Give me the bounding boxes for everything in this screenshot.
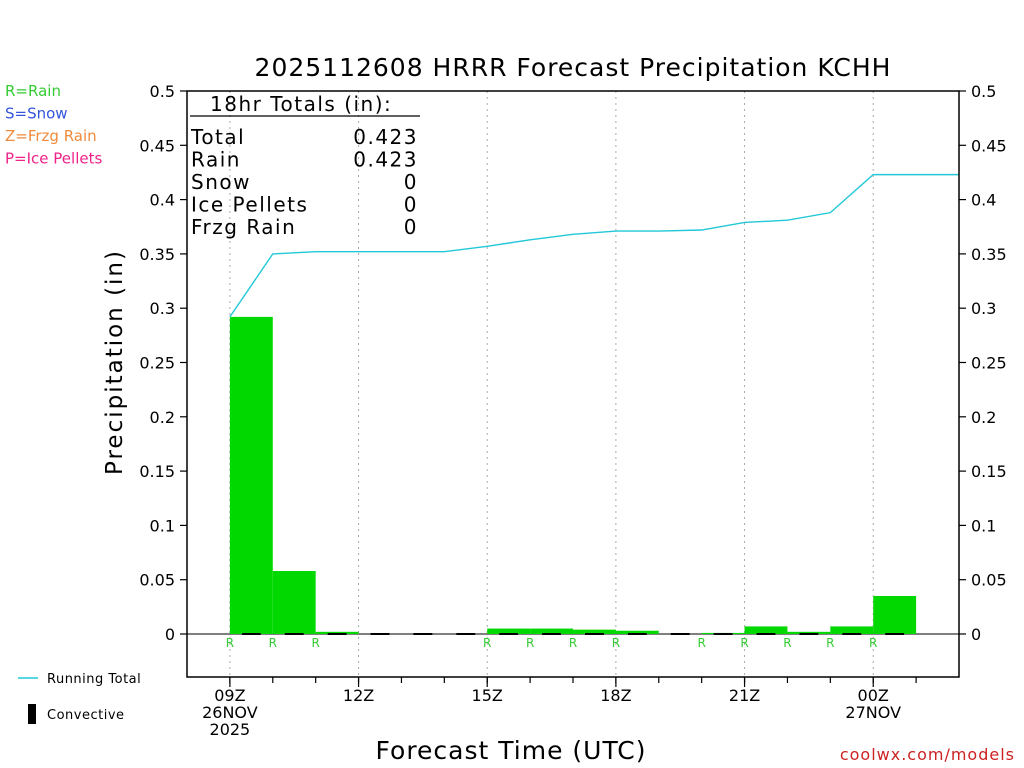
precip-bar [229, 316, 273, 634]
precip-type-label: R [740, 636, 748, 650]
type-legend-entry: Z=Frzg Rain [5, 127, 97, 145]
convective-bar [499, 633, 519, 635]
y-tick-label-right: 0.5 [971, 82, 996, 101]
convective-bar [799, 633, 819, 635]
precip-bar [487, 628, 531, 634]
x-tick-label: 21Z [729, 686, 760, 705]
convective-bar [327, 633, 347, 635]
convective-bar [713, 633, 733, 635]
x-tick-label: 2025 [210, 720, 251, 739]
x-tick-label: 12Z [343, 686, 374, 705]
precip-type-label: R [483, 636, 491, 650]
type-legend-entry: P=Ice Pellets [5, 150, 102, 168]
precip-bar [873, 595, 917, 634]
y-axis-label: Precipitation (in) [102, 249, 128, 475]
y-tick-label-right: 0.35 [971, 245, 1007, 264]
y-tick-label-right: 0.05 [971, 571, 1007, 590]
x-axis-label: Forecast Time (UTC) [376, 736, 647, 765]
totals-row-label: Frzg Rain [191, 215, 296, 239]
precip-type-label: R [569, 636, 577, 650]
convective-bar [842, 633, 862, 635]
precip-type-label: R [311, 636, 319, 650]
x-tick-label: 00Z [858, 686, 889, 705]
y-tick-label-left: 0 [165, 625, 175, 644]
precip-type-label: R [526, 636, 534, 650]
credit-text: coolwx.com/models [840, 745, 1015, 764]
precip-type-label: R [612, 636, 620, 650]
y-tick-label-left: 0.25 [139, 354, 175, 373]
y-tick-label-left: 0.1 [150, 516, 175, 535]
totals-row-value: 0 [404, 170, 418, 194]
running-total-line [229, 173, 959, 318]
y-tick-label-right: 0.1 [971, 516, 996, 535]
precip-bar [744, 626, 788, 634]
y-tick-label-right: 0.4 [971, 191, 996, 210]
line-legend-entry: Convective [47, 708, 125, 723]
legend-bar-swatch [28, 704, 36, 724]
totals-row-value: 0 [404, 215, 418, 239]
y-tick-label-right: 0.15 [971, 462, 1007, 481]
y-tick-label-right: 0.45 [971, 136, 1007, 155]
x-tick-label: 18Z [600, 686, 631, 705]
x-tick-label: 26NOV [202, 703, 258, 722]
precip-type-label: R [269, 636, 277, 650]
totals-row-label: Ice Pellets [191, 193, 308, 217]
totals-header: 18hr Totals (in): [210, 92, 392, 116]
type-legend-entry: R=Rain [5, 82, 61, 100]
convective-bar [756, 633, 776, 635]
convective-bar [284, 633, 304, 635]
convective-bar [241, 633, 261, 635]
convective-bar [456, 633, 476, 635]
precip-bar [272, 571, 316, 634]
precip-type-label: R [869, 636, 877, 650]
totals-row-label: Rain [191, 148, 241, 172]
y-tick-label-left: 0.4 [150, 191, 175, 210]
y-tick-label-left: 0.05 [139, 571, 175, 590]
totals-row-value: 0.423 [353, 125, 418, 149]
precip-type-label: R [697, 636, 705, 650]
y-tick-label-left: 0.3 [150, 299, 175, 318]
y-tick-label-left: 0.5 [150, 82, 175, 101]
y-tick-label-left: 0.45 [139, 136, 175, 155]
precip-bar [573, 629, 616, 634]
convective-bar [370, 633, 390, 635]
line-legend-entry: Running Total [47, 672, 141, 687]
type-legend-entry: S=Snow [5, 105, 68, 123]
precip-type-label: R [226, 636, 234, 650]
y-tick-label-right: 0 [971, 625, 981, 644]
x-tick-label: 09Z [214, 686, 245, 705]
y-tick-label-left: 0.2 [150, 408, 175, 427]
y-tick-label-left: 0.35 [139, 245, 175, 264]
totals-row-label: Total [190, 125, 245, 149]
convective-bar [885, 633, 905, 635]
precip-type-label: R [783, 636, 791, 650]
convective-bar [627, 633, 647, 635]
convective-bar [670, 633, 690, 635]
precip-bar [787, 631, 831, 634]
y-tick-label-right: 0.3 [971, 299, 996, 318]
convective-bar [585, 633, 604, 635]
x-tick-label: 27NOV [845, 703, 901, 722]
chart-title: 2025112608 HRRR Forecast Precipitation K… [255, 53, 892, 82]
y-tick-label-left: 0.15 [139, 462, 175, 481]
precip-type-label: R [826, 636, 834, 650]
convective-bar [542, 633, 561, 635]
convective-bar [413, 633, 433, 635]
precip-bar [830, 626, 874, 634]
precip-bar [315, 631, 359, 634]
x-tick-label: 15Z [472, 686, 503, 705]
precip-bar [530, 628, 573, 634]
y-tick-label-right: 0.2 [971, 408, 996, 427]
totals-row-value: 0 [404, 193, 418, 217]
y-tick-label-right: 0.25 [971, 354, 1007, 373]
totals-row-value: 0.423 [353, 148, 418, 172]
totals-row-label: Snow [191, 170, 251, 194]
precip-bar [615, 630, 659, 634]
